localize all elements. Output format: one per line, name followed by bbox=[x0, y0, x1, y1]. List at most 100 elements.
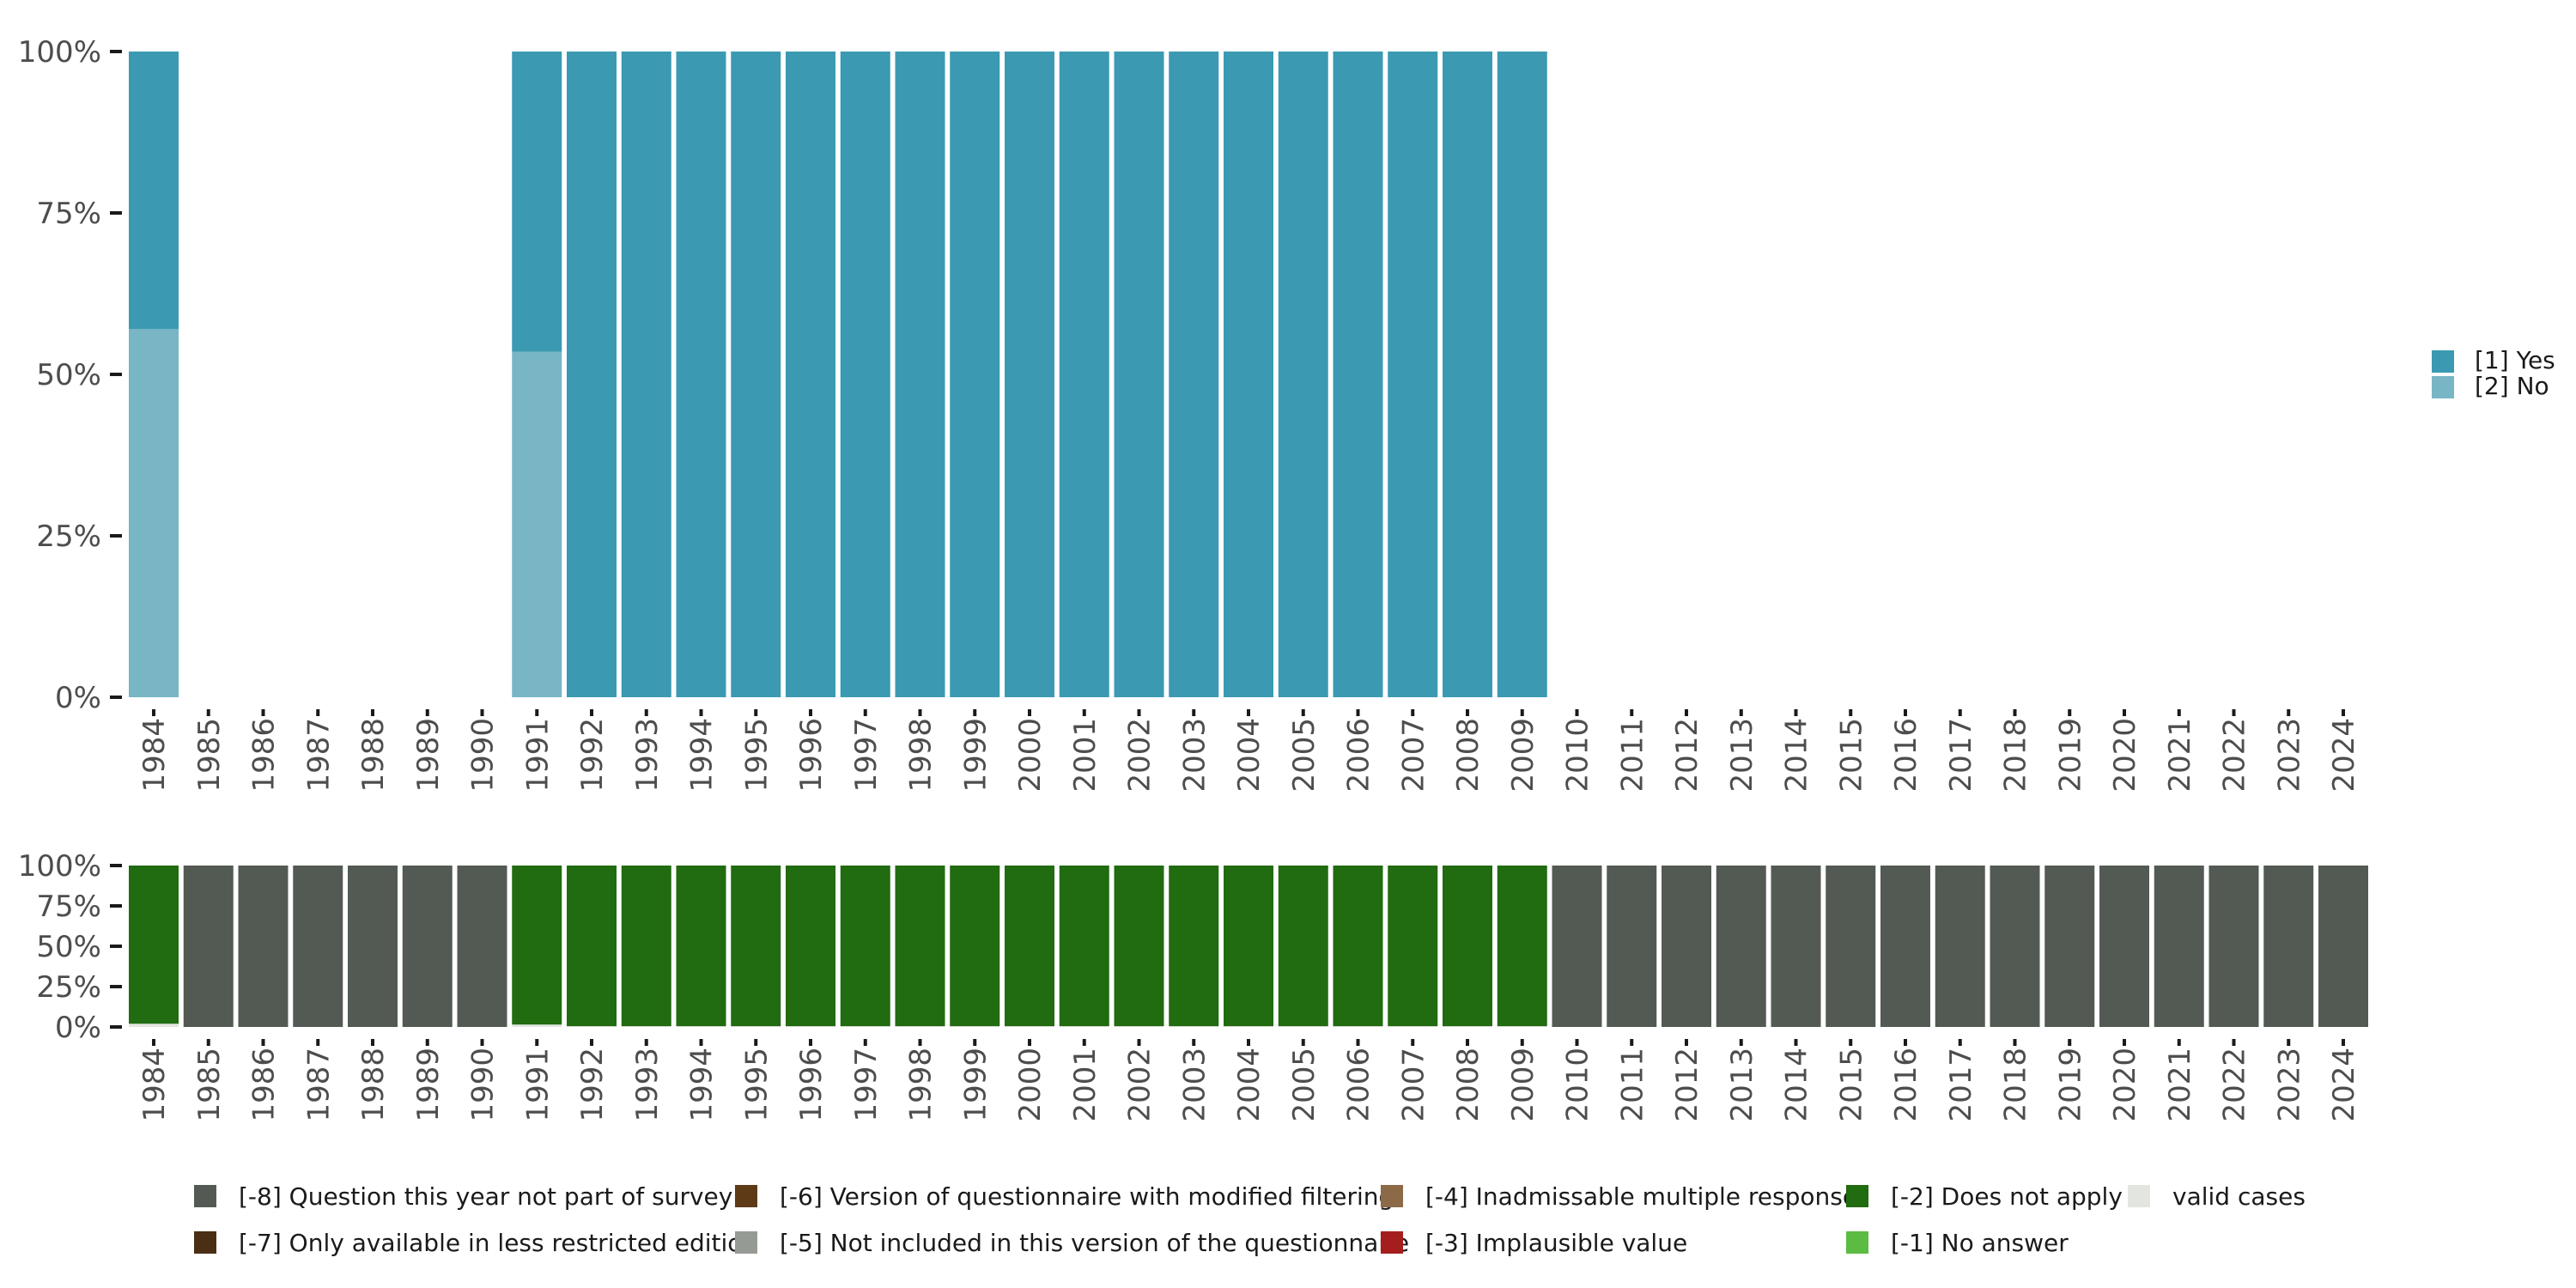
bottom-bar-1987--8-question-this-year-not-part-of-survey bbox=[293, 866, 343, 1027]
top-bar-1993--1-yes bbox=[621, 52, 671, 697]
top-x-tick-label-2019: 2019 bbox=[2053, 718, 2087, 793]
missing-legend-swatch-1-0 bbox=[194, 1231, 216, 1254]
top-x-tick-label-1987: 1987 bbox=[301, 718, 336, 793]
top-x-tick-label-2007: 2007 bbox=[1396, 718, 1431, 793]
bottom-x-tick-label-2002: 2002 bbox=[1123, 1048, 1157, 1122]
top-bar-1998--1-yes bbox=[895, 52, 945, 697]
top-x-tick-label-2024: 2024 bbox=[2327, 718, 2361, 793]
top-x-tick-label-2014: 2014 bbox=[1780, 718, 1814, 793]
bottom-x-tick-label-2019: 2019 bbox=[2053, 1048, 2087, 1122]
missing-legend-label-0-2: [-4] Inadmissable multiple response bbox=[1425, 1182, 1857, 1211]
bottom-x-tick-label-2009: 2009 bbox=[1506, 1048, 1540, 1122]
bottom-bar-2007-valid-cases bbox=[1388, 1026, 1438, 1027]
top-x-tick-label-2005: 2005 bbox=[1287, 718, 1321, 793]
top-bar-2000--1-yes bbox=[1005, 52, 1054, 697]
bottom-bar-2003-valid-cases bbox=[1169, 1026, 1219, 1027]
top-y-tick-label-50pct: 50% bbox=[36, 358, 101, 392]
top-x-tick-label-2009: 2009 bbox=[1506, 718, 1540, 793]
bottom-bar-2015--8-question-this-year-not-part-of-survey bbox=[1826, 866, 1876, 1027]
top-bar-2006--1-yes bbox=[1333, 52, 1383, 697]
bottom-bar-2017--8-question-this-year-not-part-of-survey bbox=[1935, 866, 1985, 1027]
bottom-bar-1992-valid-cases bbox=[567, 1026, 617, 1027]
bottom-bar-1994-valid-cases bbox=[676, 1026, 726, 1027]
top-bar-2002--1-yes bbox=[1114, 52, 1164, 697]
bottom-x-tick-label-2003: 2003 bbox=[1177, 1048, 1212, 1122]
bottom-x-tick-label-1994: 1994 bbox=[685, 1048, 720, 1122]
bottom-bar-2021--8-question-this-year-not-part-of-survey bbox=[2154, 866, 2204, 1027]
bottom-x-tick-label-2024: 2024 bbox=[2327, 1048, 2361, 1122]
top-bar-1997--1-yes bbox=[840, 52, 890, 697]
top-x-tick-label-1984: 1984 bbox=[137, 718, 172, 793]
bottom-x-tick-label-2016: 2016 bbox=[1889, 1048, 1923, 1122]
top-x-tick-label-1988: 1988 bbox=[356, 718, 391, 793]
missing-legend-label-1-2: [-3] Implausible value bbox=[1425, 1229, 1687, 1257]
bottom-bar-2005--2-does-not-apply bbox=[1278, 866, 1328, 1027]
bottom-bar-2016--8-question-this-year-not-part-of-survey bbox=[1880, 866, 1930, 1027]
bottom-bar-2000--2-does-not-apply bbox=[1005, 866, 1054, 1027]
bottom-x-tick-label-1985: 1985 bbox=[192, 1048, 227, 1122]
top-y-tick-label-25pct: 25% bbox=[36, 519, 101, 554]
top-x-tick-label-2021: 2021 bbox=[2163, 718, 2197, 793]
bottom-x-tick-label-1996: 1996 bbox=[794, 1048, 829, 1122]
bottom-bar-1991--2-does-not-apply bbox=[512, 866, 562, 1025]
bottom-bar-1994--2-does-not-apply bbox=[676, 866, 726, 1027]
bottom-bar-2001-valid-cases bbox=[1059, 1026, 1109, 1027]
top-bar-1991--1-yes bbox=[512, 52, 562, 352]
bottom-x-tick-label-2014: 2014 bbox=[1780, 1048, 1814, 1122]
bottom-bar-1984--2-does-not-apply bbox=[129, 866, 179, 1024]
bottom-bar-1995--2-does-not-apply bbox=[731, 866, 781, 1027]
top-x-tick-label-2015: 2015 bbox=[1834, 718, 1868, 793]
bottom-x-tick-label-1990: 1990 bbox=[466, 1048, 501, 1122]
top-bar-1991--2-no bbox=[512, 351, 562, 697]
bottom-bar-1997--2-does-not-apply bbox=[840, 866, 890, 1027]
top-bar-2003--1-yes bbox=[1169, 52, 1219, 697]
bottom-bar-1999--2-does-not-apply bbox=[950, 866, 1000, 1027]
top-x-tick-label-2022: 2022 bbox=[2218, 718, 2252, 793]
top-x-tick-label-2010: 2010 bbox=[1561, 718, 1595, 793]
bottom-x-tick-label-1989: 1989 bbox=[411, 1048, 446, 1122]
top-x-tick-label-1995: 1995 bbox=[739, 718, 774, 793]
bottom-bar-2005-valid-cases bbox=[1278, 1026, 1328, 1027]
legend-label-1: [2] No bbox=[2475, 372, 2549, 400]
bottom-bar-2006--2-does-not-apply bbox=[1333, 866, 1383, 1027]
bottom-x-tick-label-2007: 2007 bbox=[1396, 1048, 1431, 1122]
missing-legend-label-1-3: [-1] No answer bbox=[1891, 1229, 2069, 1257]
missing-legend-label-0-3: [-2] Does not apply bbox=[1891, 1182, 2123, 1211]
bottom-x-tick-label-1984: 1984 bbox=[137, 1048, 172, 1122]
bottom-bar-2002-valid-cases bbox=[1114, 1026, 1164, 1027]
missing-legend-swatch-0-4 bbox=[2128, 1185, 2150, 1207]
missing-legend-label-1-1: [-5] Not included in this version of the… bbox=[780, 1229, 1409, 1257]
bottom-x-tick-label-2010: 2010 bbox=[1561, 1048, 1595, 1122]
bottom-x-tick-label-2006: 2006 bbox=[1342, 1048, 1376, 1122]
top-x-tick-label-1993: 1993 bbox=[630, 718, 665, 793]
top-x-tick-label-2012: 2012 bbox=[1670, 718, 1704, 793]
bottom-y-tick-label-25pct: 25% bbox=[36, 970, 101, 1005]
bottom-bar-1999-valid-cases bbox=[950, 1026, 1000, 1027]
top-x-tick-label-2002: 2002 bbox=[1123, 718, 1157, 793]
top-bar-2009--1-yes bbox=[1497, 52, 1547, 697]
missing-legend-swatch-1-3 bbox=[1846, 1231, 1868, 1254]
bottom-x-tick-label-2018: 2018 bbox=[1999, 1048, 2033, 1122]
bottom-bar-1993-valid-cases bbox=[621, 1026, 671, 1027]
top-x-tick-label-2017: 2017 bbox=[1944, 718, 1978, 793]
top-x-tick-label-1998: 1998 bbox=[904, 718, 939, 793]
top-bar-1984--1-yes bbox=[129, 52, 179, 330]
bottom-bar-2008-valid-cases bbox=[1443, 1026, 1492, 1027]
bottom-y-tick-label-75pct: 75% bbox=[36, 890, 101, 924]
bottom-bar-2004-valid-cases bbox=[1224, 1026, 1273, 1027]
response-legend: [1] Yes[2] No bbox=[2432, 346, 2555, 400]
legend-label-0: [1] Yes bbox=[2475, 346, 2555, 374]
top-x-tick-label-1996: 1996 bbox=[794, 718, 829, 793]
top-x-tick-label-2013: 2013 bbox=[1725, 718, 1759, 793]
bottom-x-tick-label-1997: 1997 bbox=[849, 1048, 884, 1122]
bottom-x-tick-label-2015: 2015 bbox=[1834, 1048, 1868, 1122]
bottom-x-tick-label-1988: 1988 bbox=[356, 1048, 391, 1122]
top-x-tick-label-1989: 1989 bbox=[411, 718, 446, 793]
bottom-bar-2019--8-question-this-year-not-part-of-survey bbox=[2044, 866, 2095, 1027]
bottom-x-tick-label-2011: 2011 bbox=[1615, 1048, 1649, 1122]
bottom-x-tick-label-2012: 2012 bbox=[1670, 1048, 1704, 1122]
bottom-x-tick-label-2013: 2013 bbox=[1725, 1048, 1759, 1122]
bottom-y-tick-label-0pct: 0% bbox=[55, 1011, 101, 1045]
top-y-tick-label-0pct: 0% bbox=[55, 681, 101, 715]
top-x-tick-label-1986: 1986 bbox=[247, 718, 282, 793]
